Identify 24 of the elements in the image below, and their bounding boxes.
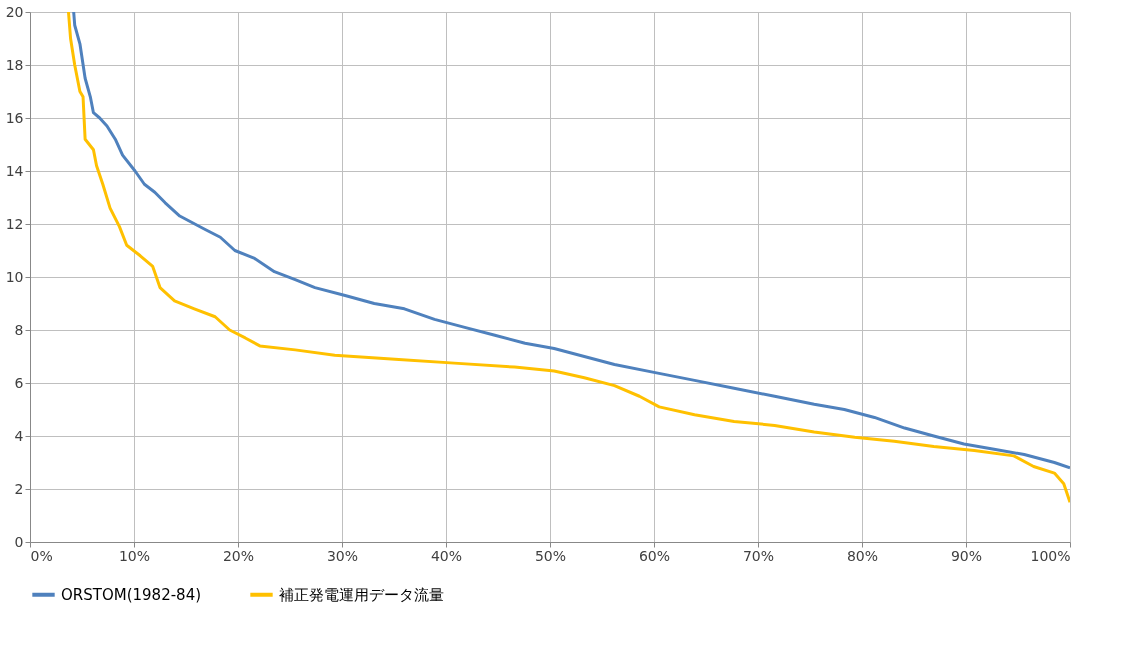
y-tick-label: 6 [14, 374, 24, 391]
x-tick-label: 0% [30, 547, 53, 564]
y-tick-label: 16 [5, 109, 24, 126]
x-tick-label: 90% [950, 547, 983, 564]
x-tick-label: 20% [222, 547, 255, 564]
y-tick-label: 20 [5, 3, 24, 20]
x-tick-label: 70% [742, 547, 775, 564]
y-tick-label: 18 [5, 56, 24, 73]
x-tick-label: 80% [846, 547, 879, 564]
y-tick-label: 4 [14, 427, 24, 444]
x-tick-label: 30% [326, 547, 359, 564]
x-tick-label: 50% [534, 547, 567, 564]
y-tick-label: 0 [14, 533, 24, 550]
x-tick-label: 60% [638, 547, 671, 564]
y-tick-label: 2 [14, 480, 24, 497]
legend-label: ORSTOM(1982-84) [61, 585, 202, 604]
y-tick-label: 10 [5, 268, 24, 285]
y-tick-label: 8 [14, 321, 24, 338]
x-tick-label: 10% [118, 547, 151, 564]
y-tick-label: 12 [5, 215, 24, 232]
x-tick-label: 100% [1030, 547, 1071, 564]
y-tick-label: 14 [5, 162, 24, 179]
legend-label: 補正発電運用データ流量 [279, 585, 444, 604]
x-tick-label: 40% [430, 547, 463, 564]
